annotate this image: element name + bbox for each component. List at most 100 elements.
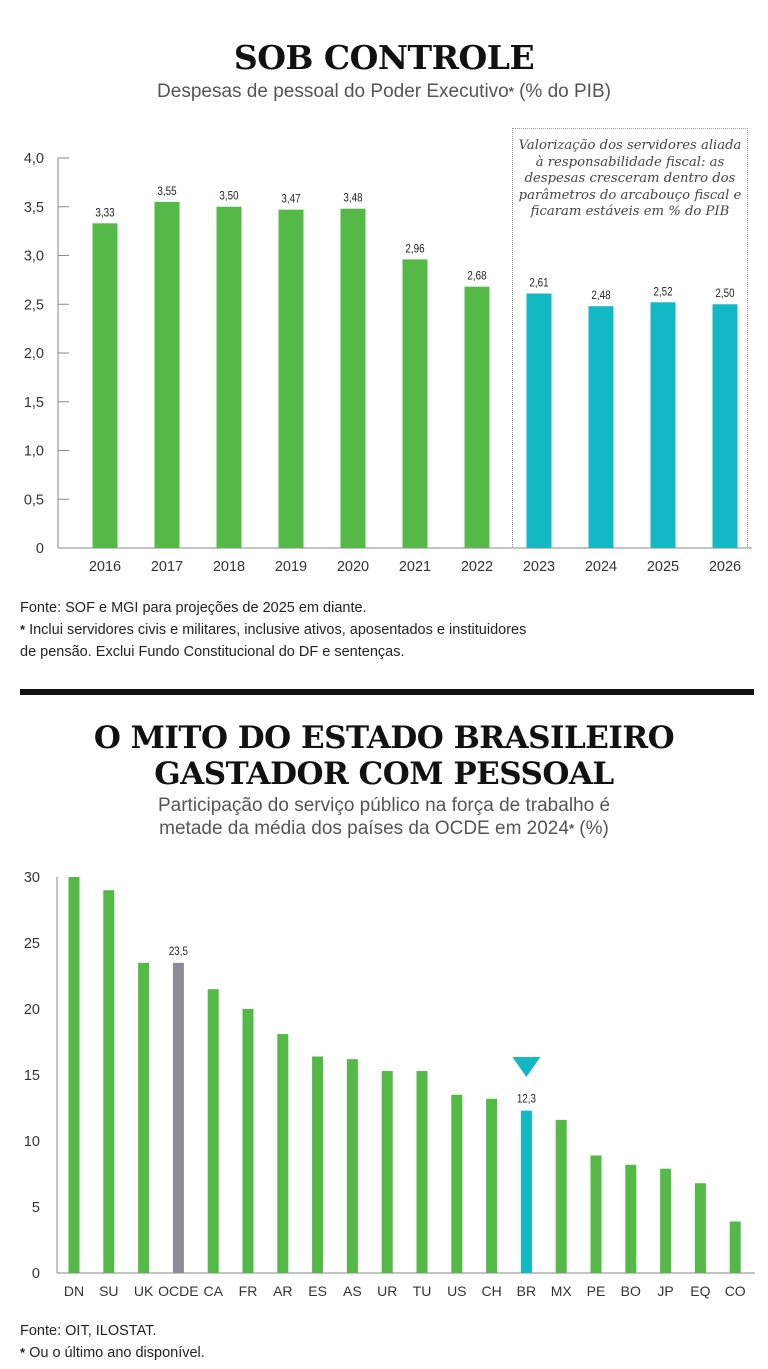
chart1-subtitle-mark: * bbox=[508, 84, 514, 99]
chart2-subtitle-line1: Participação do serviço público na força… bbox=[157, 795, 611, 816]
x-tick-label: MX bbox=[551, 1283, 573, 1299]
chart2-title-line2: GASTADOR COM PESSOAL bbox=[154, 756, 614, 792]
data-label: 2,68 bbox=[467, 270, 486, 283]
data-label: 2,61 bbox=[529, 277, 548, 290]
x-tick-label: UK bbox=[134, 1283, 154, 1299]
bar bbox=[588, 306, 614, 548]
data-label: 3,48 bbox=[343, 192, 362, 205]
y-tick-label: 2,5 bbox=[24, 297, 44, 313]
y-tick-label: 0 bbox=[36, 541, 44, 557]
y-tick-label: 2,0 bbox=[24, 346, 44, 362]
x-tick-label: 2016 bbox=[89, 559, 121, 575]
bar bbox=[312, 1056, 324, 1273]
bar bbox=[278, 209, 304, 549]
x-tick-label: BO bbox=[621, 1283, 641, 1299]
x-tick-label: 2024 bbox=[585, 559, 617, 575]
bar bbox=[346, 1059, 358, 1273]
x-tick-label: 2025 bbox=[647, 559, 679, 575]
chart1-subtitle-unit: (% do PIB) bbox=[513, 81, 611, 102]
chart1-footnote-line1: Inclui servidores civis e militares, inc… bbox=[25, 622, 527, 638]
x-tick-label: DN bbox=[64, 1283, 84, 1299]
data-label: 3,47 bbox=[281, 193, 300, 206]
y-tick-label: 25 bbox=[24, 936, 40, 952]
bar bbox=[650, 302, 676, 548]
bar bbox=[381, 1071, 393, 1273]
chart1-source: Fonte: SOF e MGI para projeções de 2025 … bbox=[20, 600, 367, 616]
x-tick-label: 2021 bbox=[399, 559, 431, 575]
bar bbox=[138, 962, 150, 1273]
bar bbox=[526, 293, 552, 548]
projection-callout-box bbox=[512, 128, 748, 547]
y-tick-label: 10 bbox=[24, 1134, 40, 1150]
bar bbox=[207, 989, 219, 1273]
bar bbox=[729, 1221, 741, 1273]
chart2-notes: Fonte: OIT, ILOSTAT. * Ou o último ano d… bbox=[20, 1320, 205, 1364]
x-tick-label: CO bbox=[725, 1283, 746, 1299]
data-label: 3,55 bbox=[157, 185, 176, 198]
x-tick-label: EQ bbox=[690, 1283, 710, 1299]
bar bbox=[154, 201, 180, 548]
chart1-subtitle-text: Despesas de pessoal do Poder Executivo bbox=[157, 81, 509, 102]
data-label: 12,3 bbox=[517, 1093, 536, 1106]
y-tick-label: 3,0 bbox=[24, 249, 44, 265]
x-tick-label: UR bbox=[377, 1283, 397, 1299]
x-tick-label: SU bbox=[99, 1283, 118, 1299]
y-tick-label: 30 bbox=[24, 870, 40, 886]
chart2-footnote-mark: * bbox=[20, 1345, 26, 1360]
chart2-subtitle-mark: * bbox=[568, 821, 575, 836]
bar bbox=[486, 1098, 498, 1273]
y-tick-label: 1,5 bbox=[24, 395, 44, 411]
x-tick-label: 2020 bbox=[337, 559, 369, 575]
data-label: 3,33 bbox=[95, 206, 114, 219]
x-tick-label: AS bbox=[343, 1283, 362, 1299]
x-tick-label: 2026 bbox=[709, 559, 741, 575]
x-tick-label: AR bbox=[273, 1283, 292, 1299]
bar bbox=[402, 259, 428, 548]
chart2-subtitle: Participação do serviço público na força… bbox=[0, 794, 768, 840]
chart2-footnote-text: Ou o último ano disponível. bbox=[25, 1345, 205, 1361]
x-tick-label: TU bbox=[413, 1283, 432, 1299]
data-label: 2,96 bbox=[405, 243, 424, 256]
bar bbox=[464, 286, 490, 548]
y-tick-label: 15 bbox=[24, 1068, 40, 1084]
bar bbox=[555, 1119, 567, 1273]
bar bbox=[520, 1110, 532, 1273]
x-tick-label: 2017 bbox=[151, 559, 183, 575]
x-tick-label: 2023 bbox=[523, 559, 555, 575]
chart1-title: SOB CONTROLE bbox=[233, 38, 535, 77]
bar bbox=[590, 1155, 602, 1273]
x-tick-label: BR bbox=[517, 1283, 536, 1299]
bar bbox=[216, 206, 242, 548]
bar bbox=[92, 223, 118, 548]
chart2-subtitle-line2: metade da média dos países da OCDE em 20… bbox=[0, 817, 768, 840]
x-tick-label: JP bbox=[657, 1283, 673, 1299]
section-divider bbox=[20, 689, 754, 695]
chart2-subtitle-text: metade da média dos países da OCDE em 20… bbox=[159, 818, 569, 839]
chart2-title-line1: O MITO DO ESTADO BRASILEIRO bbox=[93, 720, 675, 756]
bar bbox=[451, 1094, 463, 1273]
x-tick-label: 2019 bbox=[275, 559, 307, 575]
chart2-footnote: * Ou o último ano disponível. bbox=[20, 1342, 205, 1364]
y-tick-label: 5 bbox=[32, 1200, 40, 1216]
chart1-plot: 0 0,5 1,0 1,5 2,0 2,5 3,0 3,5 4,0 3,33 2016 3,55 201… bbox=[24, 151, 752, 575]
bar bbox=[103, 890, 115, 1273]
projection-callout-text: Valorização dos servidores aliada à resp… bbox=[518, 138, 742, 219]
bar bbox=[625, 1164, 637, 1273]
bar bbox=[68, 877, 80, 1273]
x-tick-label: CH bbox=[481, 1283, 501, 1299]
chart1-notes: Fonte: SOF e MGI para projeções de 2025 … bbox=[20, 597, 526, 663]
chart1-footnote-mark: * bbox=[20, 622, 26, 637]
x-tick-label: ES bbox=[308, 1283, 327, 1299]
bar bbox=[416, 1071, 428, 1273]
y-tick-label: 4,0 bbox=[24, 151, 44, 167]
x-tick-label: 2018 bbox=[213, 559, 245, 575]
x-tick-label: PE bbox=[587, 1283, 606, 1299]
chart2-source: Fonte: OIT, ILOSTAT. bbox=[20, 1323, 157, 1339]
data-label: 23,5 bbox=[169, 945, 188, 958]
bar bbox=[242, 1009, 254, 1273]
bar bbox=[660, 1168, 672, 1273]
x-tick-label: US bbox=[447, 1283, 466, 1299]
chart1-footnote-cont: de pensão. Exclui Fundo Constitucional d… bbox=[20, 644, 405, 660]
data-label: 2,50 bbox=[715, 287, 734, 300]
y-tick-label: 0,5 bbox=[24, 492, 44, 508]
